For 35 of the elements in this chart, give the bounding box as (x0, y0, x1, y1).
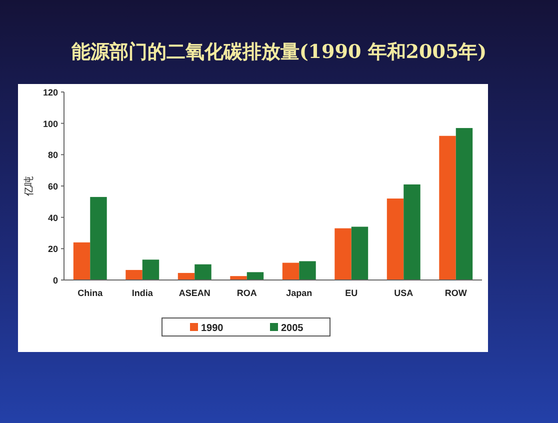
x-tick-label: USA (394, 288, 414, 298)
y-tick-label: 20 (48, 244, 58, 254)
bar (439, 136, 456, 280)
x-tick-label: ROW (444, 288, 468, 298)
y-tick-label: 100 (42, 118, 58, 129)
bar (282, 262, 300, 280)
y-axis-title: 亿吨 (23, 176, 35, 197)
x-tick-label: Japan (286, 288, 312, 298)
x-tick-label: EU (345, 288, 358, 298)
bar (194, 264, 212, 280)
x-tick-label: China (78, 288, 104, 298)
bar (334, 228, 352, 280)
legend-label: 2005 (281, 323, 304, 334)
x-tick-label: India (132, 288, 154, 298)
bar (73, 242, 90, 280)
bar (126, 270, 142, 280)
bar (386, 198, 404, 280)
bar (351, 226, 368, 280)
bar (246, 272, 264, 280)
y-tick-label: 40 (48, 212, 58, 223)
bar (178, 272, 195, 280)
bar (299, 261, 316, 280)
bar (404, 184, 420, 280)
x-tick-label: ROA (236, 288, 258, 298)
bar (90, 196, 107, 280)
x-tick-label: ASEAN (178, 288, 210, 298)
legend-label: 1990 (201, 323, 224, 334)
y-tick-label: 80 (48, 150, 58, 160)
chart-title: 能源部门的二氧化碳排放量(1990 年和2005年) (71, 41, 487, 63)
y-tick-label: 60 (48, 182, 58, 192)
bar (230, 276, 247, 280)
bar (456, 128, 473, 280)
y-tick-label: 120 (42, 88, 58, 98)
bar (142, 260, 160, 280)
y-tick-label: 0 (52, 276, 58, 286)
